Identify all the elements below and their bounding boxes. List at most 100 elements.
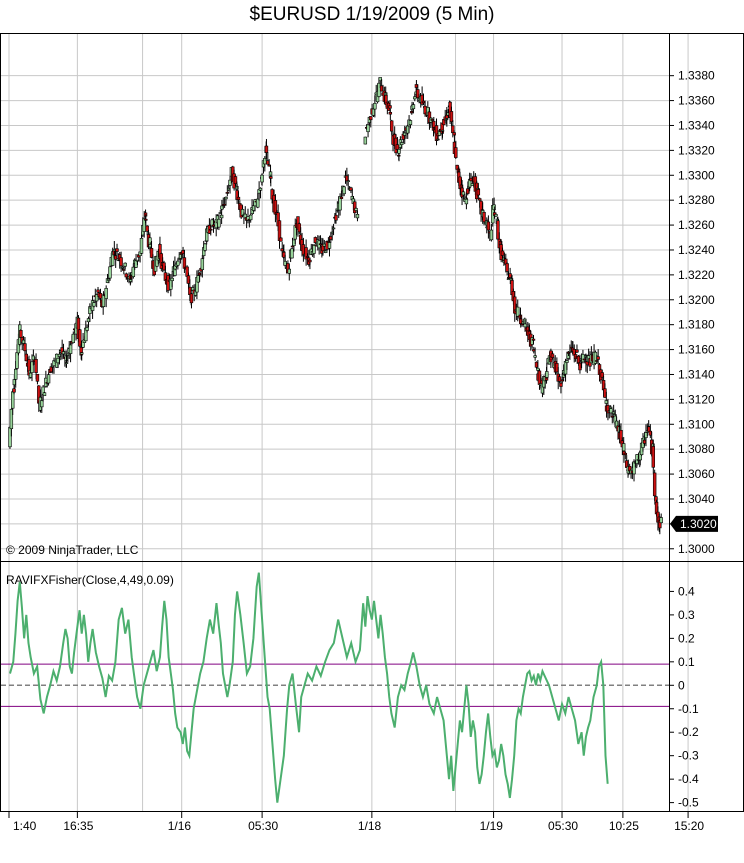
candle-bear [225,192,230,194]
candle-bear [388,111,393,115]
axis-layer: 1:40 16:35 1/16 05:30 1/18 1/19 05:30 10:25 15:2… [8,69,715,833]
candle-bull [400,142,404,145]
candle-bear [557,376,562,382]
price-tick-label: 1.3080 [678,442,715,456]
x-tick-label: 1/16 [168,819,192,833]
candle-bull [9,408,14,430]
price-tick-label: 1.3000 [678,542,715,556]
candle-bear [454,147,458,158]
price-tick-label: 1.3320 [678,143,715,157]
candle-bull [176,260,180,266]
candle-bull [604,400,609,404]
candle-bear [236,196,241,200]
candle-bear [432,120,436,128]
candle-bull [342,186,346,195]
candle-bear [144,218,148,221]
candle-bear [264,145,269,153]
candle-bull [533,355,537,358]
indicator-series-line [9,572,609,803]
candle-bear [575,349,579,353]
candle-bear [505,263,509,272]
candle-bear [600,372,604,378]
price-tick-label: 1.3120 [678,392,715,406]
candle-bull [108,266,112,279]
candle-bull [170,277,174,282]
candle-bear [122,269,126,271]
candle-bear [19,330,23,338]
indicator-tick-label: 0.4 [678,584,695,598]
candle-bear [124,273,128,278]
candle-bear [334,214,338,221]
chart-title: $EURUSD 1/19/2009 (5 Min) [249,4,495,25]
candle-bear [270,189,274,200]
candle-bear [339,196,344,199]
candle-bull [94,294,99,302]
candle-bear [115,248,119,252]
candle-bull [411,104,416,110]
candle-bull [659,517,663,524]
price-tick-label: 1.3240 [678,243,715,257]
price-tick-label: 1.3360 [678,94,715,108]
candle-bull [14,368,18,380]
last-price-label: 1.3020 [680,517,717,531]
candle-bear [416,89,420,99]
price-tick-label: 1.3220 [678,268,715,282]
candle-bear [119,257,123,267]
indicator-tick-label: -0.4 [678,772,699,786]
candle-bear [430,119,434,121]
candle-bear [145,225,149,232]
candle-bull [219,214,224,219]
candle-bull [397,149,401,154]
indicator-tick-label: -0.2 [678,725,699,739]
candle-bear [12,388,16,393]
candle-bear [35,373,40,382]
candle-bull [290,248,294,259]
candle-bull [46,374,51,384]
candle-bear [531,338,536,341]
candle-bull [139,237,144,254]
indicator-tick-label: 0 [678,678,685,692]
x-tick-label: 1/18 [358,819,382,833]
candle-bull [621,443,626,452]
last-price-badge: 1.3020 [670,515,718,532]
candle-bull [506,278,511,281]
candle-bear [395,144,400,150]
price-tick-label: 1.3300 [678,168,715,182]
candle-bull [40,400,44,408]
candle-bull [123,262,127,267]
price-tick-label: 1.3380 [678,69,715,83]
candle-bull [30,361,34,373]
candle-bull [224,196,228,200]
candle-bull [536,367,540,371]
price-tick-label: 1.3060 [678,467,715,481]
candle-bull [85,327,89,331]
candle-bull [464,198,469,205]
x-tick-label: 05:30 [248,819,278,833]
candle-bull [440,129,445,132]
price-tick-label: 1.3160 [678,343,715,357]
candle-bear [476,189,481,196]
candle-bull [545,371,549,378]
candle-bull [322,243,327,247]
price-layer [8,77,663,535]
candle-bear [449,111,454,122]
candle-bull [523,323,527,328]
copyright-text: © 2009 NinjaTrader, LLC [6,543,139,557]
candle-bull [203,243,207,251]
candle-bull [217,218,221,228]
candle-bear [78,329,82,347]
candle-bear [652,472,657,497]
candle-bull [68,344,73,354]
candle-bull [71,333,75,343]
candle-bull [355,213,360,219]
indicator-tick-label: -0.3 [678,749,699,763]
candle-bear [149,248,154,258]
x-tick-label: 1/19 [480,819,504,833]
candle-bull [565,360,569,363]
candle-bear [369,116,373,121]
indicator-layer [1,572,669,803]
candle-bull [408,120,413,125]
candle-bull [200,258,205,270]
price-tick-label: 1.3040 [678,492,715,506]
